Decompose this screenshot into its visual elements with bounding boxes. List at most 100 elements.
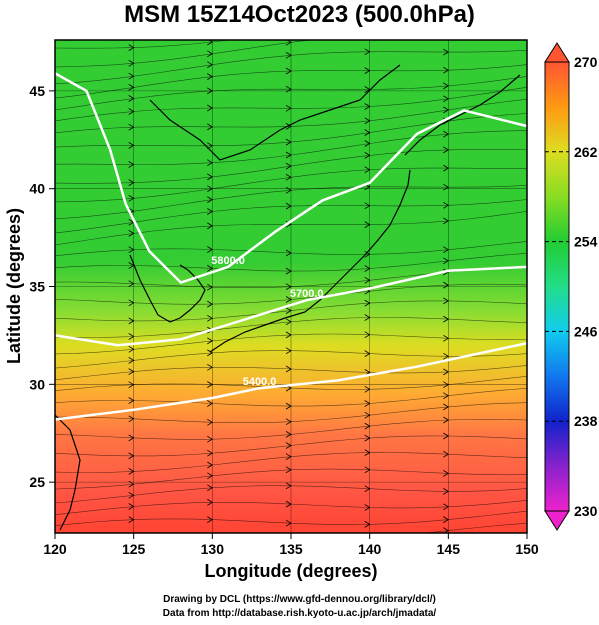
flow-arrow: [443, 416, 450, 424]
flow-arrow: [443, 106, 450, 114]
flow-arrow: [364, 449, 371, 456]
flow-arrow: [285, 365, 292, 373]
flow-arrow: [443, 217, 450, 225]
flow-arrow: [443, 297, 450, 305]
flow-arrow: [128, 415, 135, 423]
flow-arrow: [364, 504, 371, 511]
flow-arrow: [128, 262, 135, 269]
flow-arrow: [207, 142, 214, 150]
flow-arrow: [285, 402, 292, 410]
flow-arrow: [364, 117, 371, 125]
flow-arrow: [285, 296, 292, 303]
y-axis-label: Latitude (degrees): [4, 208, 24, 364]
x-tick-label: 130: [201, 541, 225, 557]
flow-arrow: [285, 442, 292, 449]
flow-arrow: [128, 333, 135, 340]
flow-arrow: [128, 59, 135, 67]
flow-arrow: [443, 516, 450, 523]
flow-arrow: [207, 265, 214, 272]
flow-arrow: [443, 130, 450, 138]
flow-arrow: [364, 350, 371, 357]
flow-arrow: [285, 519, 292, 527]
flow-arrow: [364, 521, 371, 528]
colorbar-min-triangle: [544, 510, 570, 531]
flow-arrow: [285, 151, 292, 159]
flow-arrow: [128, 381, 135, 389]
flow-arrow: [128, 194, 135, 202]
flow-arrow: [128, 468, 135, 475]
flow-arrow: [207, 50, 214, 58]
flow-arrow: [286, 28, 291, 34]
flow-arrow: [364, 103, 371, 110]
colorbar-ticks: 230 238 246 254 262 270: [545, 54, 598, 519]
flow-arrow: [443, 315, 450, 323]
flow-arrow: [207, 87, 214, 95]
flow-arrow: [128, 368, 135, 375]
flow-arrow: [128, 317, 135, 325]
flow-arrow: [365, 17, 370, 23]
flow-arrow: [364, 276, 371, 284]
flow-arrow: [365, 32, 370, 38]
flow-arrow: [364, 152, 371, 159]
flow-arrow: [364, 299, 371, 307]
flow-arrow: [443, 183, 450, 191]
flow-arrow: [443, 30, 448, 36]
flow-arrow: [364, 48, 371, 56]
flow-arrow: [443, 246, 450, 254]
flow-arrow: [285, 431, 292, 438]
flow-arrow: [207, 400, 214, 407]
flow-arrow: [443, 368, 450, 376]
flow-arrow: [364, 140, 371, 147]
flow-arrow: [443, 48, 450, 56]
flow-arrow: [285, 202, 292, 210]
flow-arrow: [364, 422, 371, 430]
flow-arrow: [364, 202, 371, 210]
y-axis-ticks: 25 30 35 40 45: [29, 83, 55, 490]
flow-arrow: [443, 281, 450, 289]
flow-arrow: [443, 392, 450, 400]
flow-arrow: [207, 222, 214, 230]
flow-arrow: [364, 434, 371, 442]
flow-arrow: [128, 491, 135, 499]
flow-arrow: [285, 85, 292, 93]
flow-arrow: [364, 265, 371, 272]
flow-arrow: [128, 480, 135, 488]
flow-arrow: [207, 349, 214, 357]
flow-arrow: [285, 466, 292, 474]
flow-arrow: [285, 67, 292, 75]
flow-arrow: [443, 381, 450, 389]
flow-arrow: [364, 86, 371, 93]
flow-arrow: [207, 363, 214, 371]
flow-arrow: [285, 500, 292, 508]
flow-arrow: [207, 461, 214, 469]
flow-arrow: [128, 95, 135, 102]
y-tick-label: 25: [29, 474, 45, 490]
flow-arrow: [443, 470, 450, 477]
contour-line: [55, 265, 527, 347]
colorbar-tick-label: 254: [574, 234, 598, 250]
x-tick-label: 125: [122, 541, 146, 557]
colorbar-gradient: [544, 61, 570, 512]
credits-drawing: Drawing by DCL (https://www.gfd-dennou.o…: [163, 594, 436, 605]
contour-line: [55, 341, 527, 421]
flow-arrow: [128, 179, 135, 186]
x-tick-label: 150: [515, 541, 539, 557]
flow-arrow: [207, 484, 214, 492]
flow-arrow: [285, 482, 292, 490]
x-tick-label: 145: [437, 541, 461, 557]
flow-arrow: [285, 347, 292, 355]
flow-arrow: [285, 307, 292, 314]
flow-arrow: [207, 123, 214, 131]
flow-arrow: [207, 40, 214, 46]
flow-arrow: [285, 318, 292, 326]
flow-arrow: [364, 314, 371, 321]
y-tick-label: 30: [29, 376, 45, 392]
flow-arrow: [285, 123, 292, 130]
flow-arrow: [128, 299, 135, 307]
flow-arrow: [207, 314, 214, 322]
colorbar: 230 238 246 254 262 270: [544, 42, 598, 531]
flow-arrow: [443, 503, 450, 511]
flow-arrow: [207, 196, 214, 203]
flow-arrow: [207, 381, 214, 388]
flow-arrow: [285, 249, 292, 257]
